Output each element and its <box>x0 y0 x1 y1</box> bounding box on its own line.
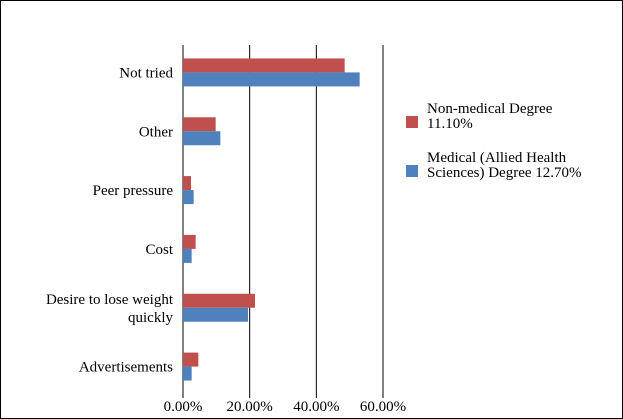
category-label: Advertisements <box>79 360 173 376</box>
bar-non-medical <box>183 234 196 249</box>
bar-medical <box>183 190 194 205</box>
bar-non-medical <box>183 352 199 367</box>
category-label: Other <box>139 124 173 140</box>
gridlines <box>182 45 384 398</box>
x-tick-label: 40.00% <box>293 399 339 415</box>
bar-medical <box>183 248 192 263</box>
legend: Non-medical Degree 11.10% Medical (Allied … <box>406 101 582 181</box>
category-label: Not tried <box>119 65 173 81</box>
x-tick-label: 0.00% <box>164 399 203 415</box>
category-label: Desire to lose weight quickly <box>46 292 174 326</box>
bar-medical <box>183 72 360 87</box>
bar-medical <box>183 366 192 381</box>
bar-non-medical <box>183 176 191 191</box>
legend-swatch <box>406 165 418 177</box>
x-tick-label: 60.00% <box>360 399 406 415</box>
legend-swatch <box>406 116 418 128</box>
bar-medical <box>183 131 221 146</box>
bar-non-medical <box>183 58 345 73</box>
category-label: Cost <box>145 242 173 258</box>
legend-label: Non-medical Degree 11.10% <box>427 101 553 132</box>
x-tick-label: 20.00% <box>227 399 273 415</box>
category-label: Peer pressure <box>93 183 174 199</box>
x-tick-labels: 0.00% 20.00% 40.00% 60.00% <box>164 399 407 415</box>
bar-non-medical <box>183 117 216 132</box>
bars <box>183 58 360 381</box>
category-labels: Not tried Other Peer pressure Cost Desire to… <box>46 65 174 375</box>
bar-non-medical <box>183 293 255 308</box>
legend-label: Medical (Allied Health Sciences) Degree 1… <box>427 150 582 181</box>
bar-medical <box>183 307 248 322</box>
